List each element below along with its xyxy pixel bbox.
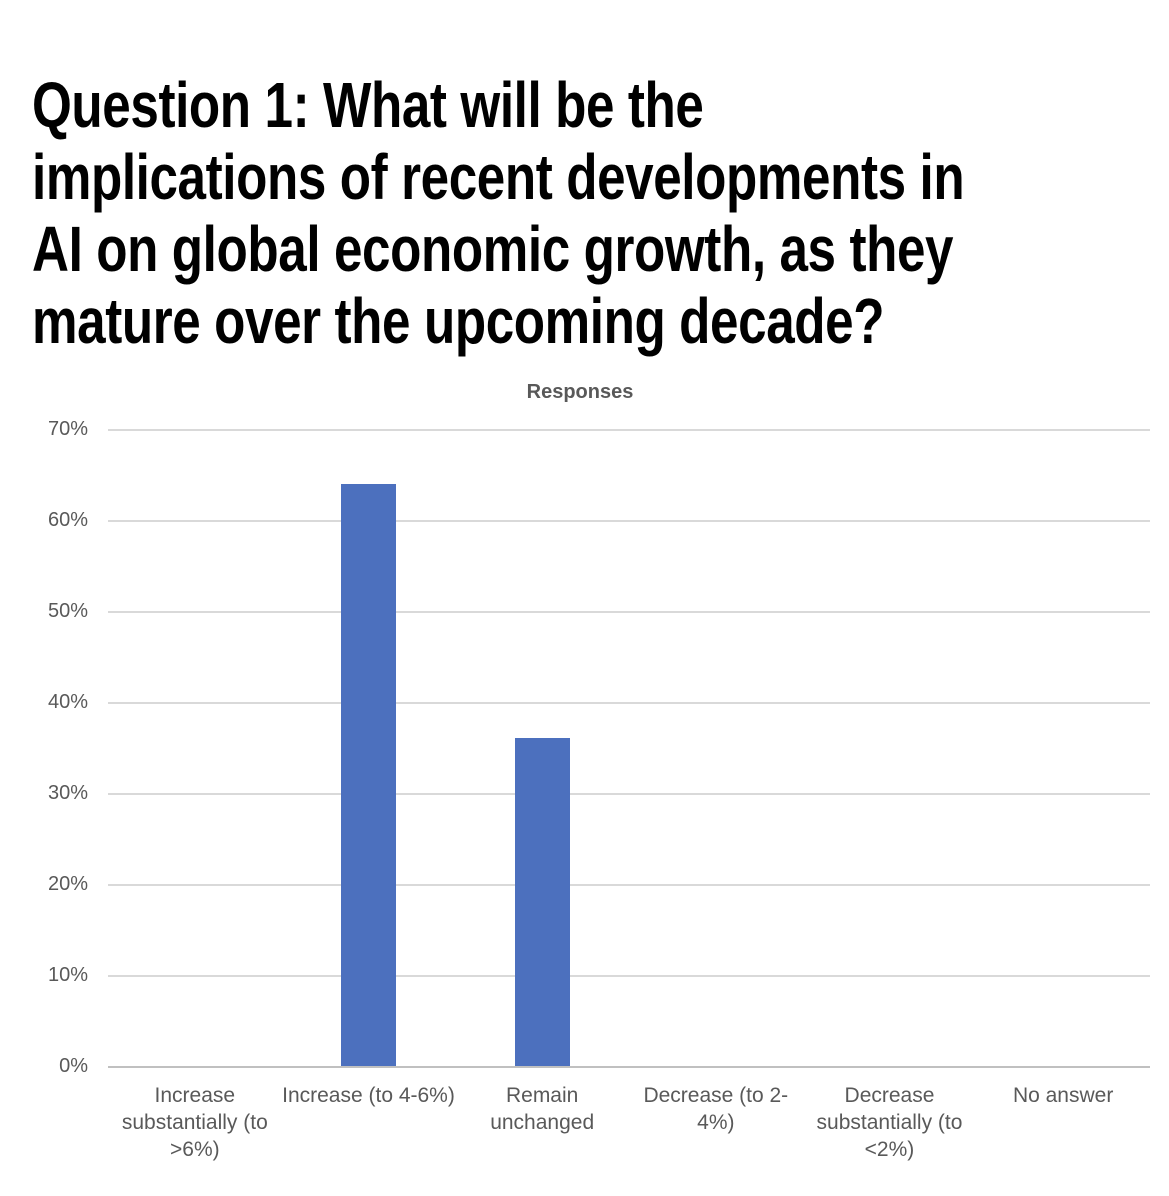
x-category-label: Decrease substantially (to <2%) [816,1084,963,1161]
x-category-label: Increase substantially (to >6%) [121,1084,268,1161]
gridline [108,975,1150,977]
question-heading: Question 1: What will be the implication… [32,69,1168,357]
question-heading-line: mature over the upcoming decade? [32,284,885,357]
x-axis-line [108,1066,1150,1068]
x-category-label: No answer [1012,1084,1114,1107]
gridline [108,793,1150,795]
x-category-label: Increase (to 4-6%) [282,1084,455,1107]
y-tick-label: 30% [47,782,88,804]
gridline [108,884,1150,886]
y-tick-label: 60% [47,509,88,531]
chart-title: Responses [526,381,634,403]
y-tick-label: 50% [47,600,88,622]
gridline [108,702,1150,704]
y-tick-label: 10% [47,964,88,986]
question-heading-line: Question 1: What will be the [32,68,704,141]
gridline [108,429,1150,431]
bar [341,483,396,1066]
x-category-label: Remain unchanged [490,1084,595,1134]
y-tick-label: 20% [47,873,88,895]
question-heading-line: AI on global economic growth, as they [32,212,954,285]
gridline [108,520,1150,522]
bar [514,738,570,1066]
y-tick-label: 40% [47,691,88,713]
question-heading-line: implications of recent developments in [32,140,965,213]
gridline [108,611,1150,613]
y-tick-label: 70% [47,418,88,440]
x-category-label: Decrease (to 2-4%) [643,1084,789,1134]
y-tick-label: 0% [59,1055,88,1077]
